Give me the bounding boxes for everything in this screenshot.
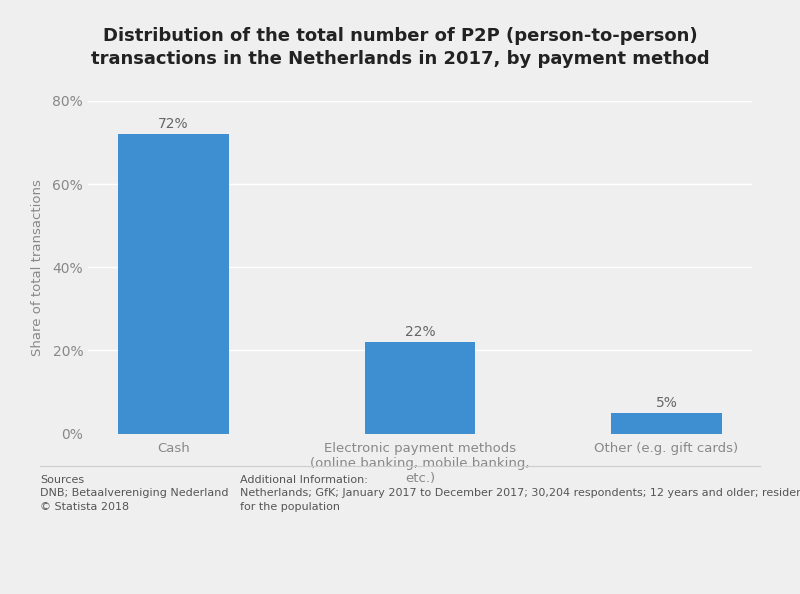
Text: 5%: 5% (655, 396, 678, 409)
Text: 72%: 72% (158, 117, 189, 131)
Bar (611, 413, 722, 434)
Bar (118, 134, 229, 434)
Text: Distribution of the total number of P2P (person-to-person)
transactions in the N: Distribution of the total number of P2P … (90, 27, 710, 68)
Bar (365, 342, 475, 434)
Text: Additional Information:
Netherlands; GfK; January 2017 to December 2017; 30,204 : Additional Information: Netherlands; GfK… (240, 475, 800, 511)
Text: 22%: 22% (405, 325, 435, 339)
Text: Sources
DNB; Betaalvereniging Nederland
© Statista 2018: Sources DNB; Betaalvereniging Nederland … (40, 475, 229, 511)
Y-axis label: Share of total transactions: Share of total transactions (31, 179, 44, 356)
